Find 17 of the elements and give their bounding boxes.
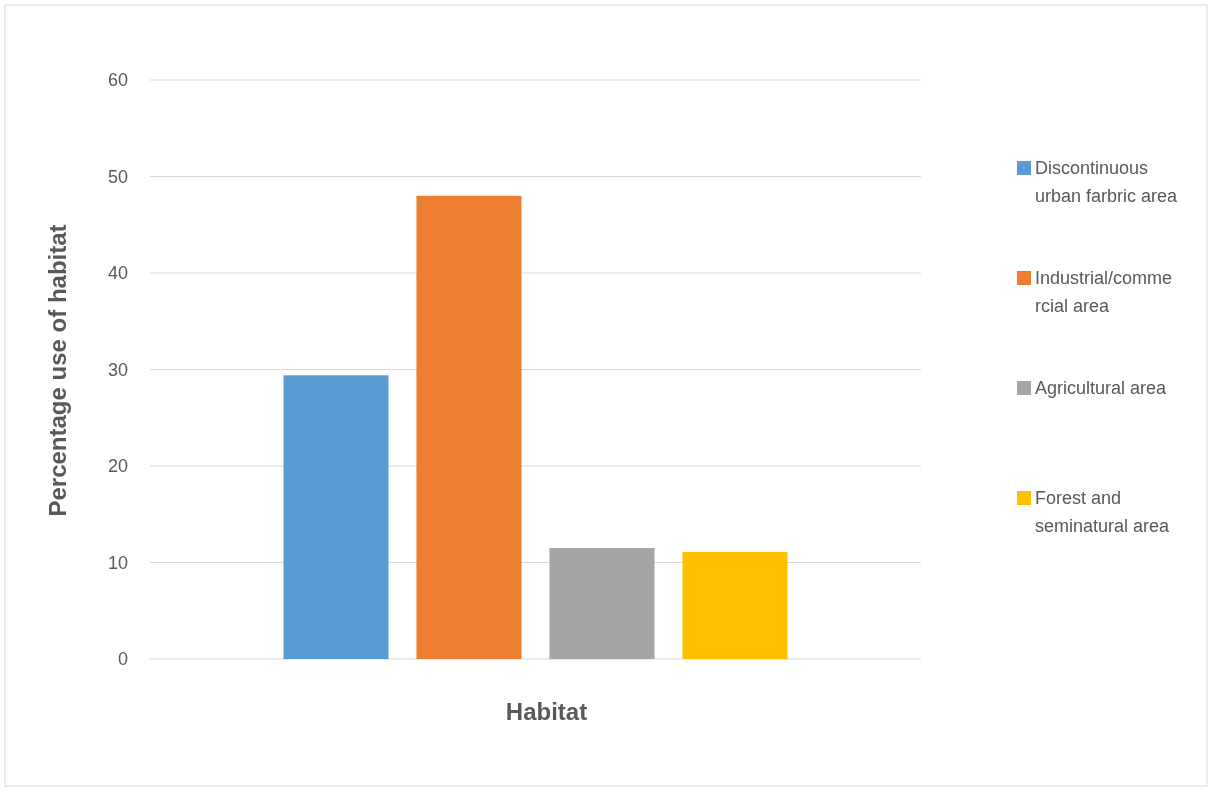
x-axis-title: Habitat [505,698,588,725]
y-tick-label: 30 [107,359,128,380]
legend-label: Forest and seminatural area [1035,488,1171,537]
legend-label: Discontinuous urban farbric area [1035,158,1179,207]
y-tick-label: 60 [107,70,128,91]
y-tick-label: 20 [107,456,128,477]
bar [416,195,522,659]
y-tick-label: 40 [107,263,128,284]
legend-label: Industrial/commercial area [1035,268,1173,317]
legend-label: Agricultural area [1035,378,1168,399]
bar [682,551,788,659]
y-axis-title: Percentage use of habitat [44,224,71,517]
bar [283,375,389,659]
bar [549,548,655,659]
y-tick-label: 0 [117,649,128,670]
y-tick-label: 50 [107,166,128,187]
y-tick-label: 10 [107,552,128,573]
